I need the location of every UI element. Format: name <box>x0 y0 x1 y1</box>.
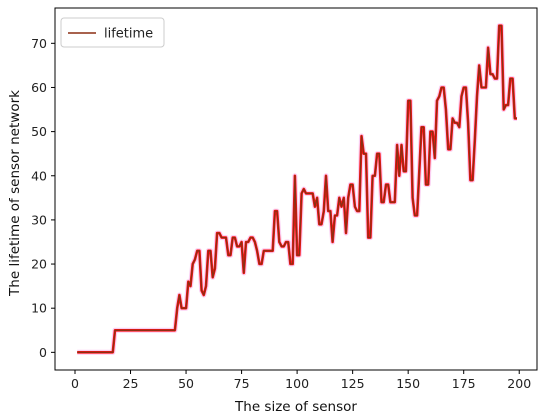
y-axis-label: The lifetime of sensor network <box>7 90 23 297</box>
x-tick-label: 175 <box>452 376 476 391</box>
y-tick-label: 60 <box>31 80 47 95</box>
series-lifetime-halo <box>76 23 518 355</box>
y-tick-label: 20 <box>31 257 47 272</box>
axes-frame <box>54 7 538 371</box>
x-tick-label: 150 <box>396 376 420 391</box>
x-tick-label: 0 <box>71 376 79 391</box>
y-tick-label: 30 <box>31 212 47 227</box>
plot-area <box>76 23 518 355</box>
axes: 0 25 50 75 100 125 150 175 200 0 10 20 30 40 50 60 70 <box>31 7 538 391</box>
x-tick-label: 200 <box>507 376 531 391</box>
x-tick-label: 125 <box>341 376 365 391</box>
legend-frame <box>60 17 165 48</box>
legend: lifetime <box>60 17 165 48</box>
legend-label-lifetime: lifetime <box>104 27 153 42</box>
y-tick-label: 0 <box>39 345 47 360</box>
y-tick-label: 70 <box>31 36 47 51</box>
x-tick-label: 50 <box>178 376 194 391</box>
y-tick-label: 40 <box>31 168 47 183</box>
y-tick-label: 50 <box>31 124 47 139</box>
y-tick-label: 10 <box>31 301 47 316</box>
x-tick-label: 75 <box>234 376 250 391</box>
x-axis-label: The size of sensor <box>234 399 357 415</box>
x-tick-label: 100 <box>285 376 309 391</box>
x-tick-label: 25 <box>123 376 139 391</box>
series-lifetime-line <box>77 25 517 353</box>
